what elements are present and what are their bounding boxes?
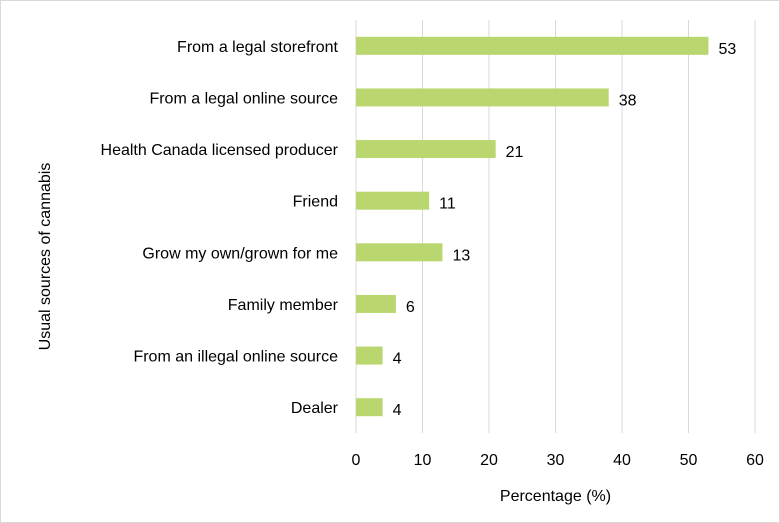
gridlines [355, 20, 756, 433]
category-label: From a legal online source [149, 90, 338, 107]
bar [356, 88, 609, 107]
x-tick-label: 40 [613, 452, 631, 469]
category-label: Dealer [291, 400, 339, 417]
data-label: 11 [439, 196, 456, 213]
x-tick-label: 50 [680, 452, 698, 469]
data-label: 38 [619, 92, 637, 109]
data-label: 13 [452, 247, 470, 264]
y-axis-title: Usual sources of cannabis [37, 163, 54, 351]
x-axis-title: Percentage (%) [500, 488, 611, 505]
x-tick-label: 30 [547, 452, 565, 469]
x-tick-label: 10 [414, 452, 432, 469]
x-tick-label: 20 [480, 452, 498, 469]
category-label: Friend [293, 194, 338, 211]
data-label: 6 [406, 299, 415, 316]
bar [356, 398, 383, 417]
bar [356, 36, 709, 55]
bars [356, 36, 709, 417]
bar [356, 140, 496, 159]
category-label: From an illegal online source [133, 349, 338, 366]
x-tick-label: 60 [746, 452, 764, 469]
data-label: 53 [718, 41, 736, 58]
data-label: 21 [506, 144, 524, 161]
x-tick-label: 0 [352, 452, 361, 469]
category-label: From a legal storefront [177, 39, 339, 56]
bar [356, 243, 443, 262]
data-label: 4 [393, 402, 402, 419]
data-labels: 53 38 21 11 13 6 4 4 [393, 41, 737, 419]
bar [356, 346, 383, 365]
category-label: Health Canada licensed producer [101, 142, 339, 159]
bar [356, 191, 430, 210]
category-labels: From a legal storefront From a legal onli… [101, 39, 339, 417]
category-label: Grow my own/grown for me [142, 245, 338, 262]
bar [356, 294, 396, 313]
category-label: Family member [228, 297, 339, 314]
data-label: 4 [393, 351, 402, 368]
x-tick-labels: 0 10 20 30 40 50 60 [352, 452, 764, 469]
